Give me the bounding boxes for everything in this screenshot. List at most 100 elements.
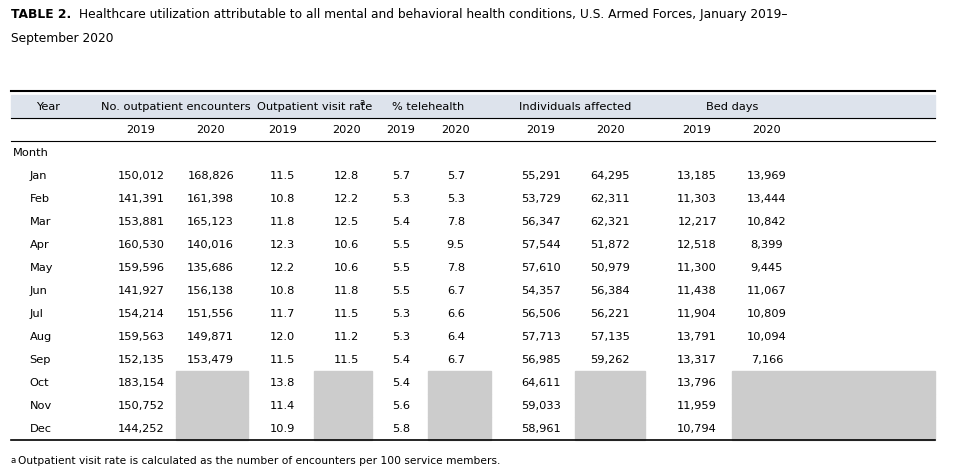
Text: 64,611: 64,611 — [521, 378, 560, 388]
Text: 2020: 2020 — [332, 124, 361, 135]
Text: 160,530: 160,530 — [117, 240, 164, 249]
Text: 57,544: 57,544 — [521, 240, 561, 249]
Text: 11,438: 11,438 — [677, 285, 717, 296]
Text: Outpatient visit rate: Outpatient visit rate — [256, 102, 372, 111]
Text: 11.5: 11.5 — [270, 355, 295, 365]
Text: 5.5: 5.5 — [392, 263, 410, 272]
Text: 13,969: 13,969 — [747, 171, 787, 181]
Text: a: a — [360, 98, 365, 107]
Text: 5.3: 5.3 — [392, 308, 410, 319]
Text: 56,506: 56,506 — [521, 308, 561, 319]
Text: 9,445: 9,445 — [750, 263, 783, 272]
Text: 5.5: 5.5 — [392, 285, 410, 296]
Text: Dec: Dec — [30, 424, 51, 434]
Text: 59,033: 59,033 — [520, 401, 561, 410]
Text: 2019: 2019 — [268, 124, 297, 135]
Text: 7.8: 7.8 — [447, 263, 465, 272]
Text: 10,809: 10,809 — [747, 308, 787, 319]
Text: Healthcare utilization attributable to all mental and behavioral health conditio: Healthcare utilization attributable to a… — [74, 8, 787, 21]
Text: TABLE 2.: TABLE 2. — [11, 8, 71, 21]
Text: 154,214: 154,214 — [118, 308, 164, 319]
Bar — [11, 95, 935, 118]
Text: 168,826: 168,826 — [188, 171, 234, 181]
Text: 56,347: 56,347 — [521, 217, 561, 227]
Bar — [575, 371, 645, 394]
Text: 152,135: 152,135 — [117, 355, 164, 365]
Text: 12.8: 12.8 — [334, 171, 359, 181]
Text: 13,317: 13,317 — [677, 355, 718, 365]
Text: 12.3: 12.3 — [270, 240, 295, 249]
Text: 12.2: 12.2 — [334, 194, 359, 204]
Text: 11,303: 11,303 — [677, 194, 718, 204]
Bar — [314, 394, 372, 417]
Text: 13,185: 13,185 — [677, 171, 718, 181]
Text: 10,094: 10,094 — [747, 332, 787, 342]
Text: 5.3: 5.3 — [392, 194, 410, 204]
Text: 11.2: 11.2 — [334, 332, 359, 342]
Text: Sep: Sep — [30, 355, 51, 365]
Text: 11.5: 11.5 — [334, 308, 359, 319]
Text: 53,729: 53,729 — [521, 194, 561, 204]
Text: 10,842: 10,842 — [747, 217, 787, 227]
Text: 12.5: 12.5 — [334, 217, 359, 227]
Text: 57,610: 57,610 — [521, 263, 561, 272]
Text: 7.8: 7.8 — [447, 217, 465, 227]
Text: Year: Year — [37, 102, 61, 111]
Text: 5.8: 5.8 — [392, 424, 410, 434]
Text: 6.7: 6.7 — [447, 355, 465, 365]
Text: 11.7: 11.7 — [270, 308, 295, 319]
Text: Month: Month — [13, 147, 48, 158]
Text: Jul: Jul — [30, 308, 44, 319]
Text: 6.6: 6.6 — [447, 308, 465, 319]
Text: 13.8: 13.8 — [270, 378, 295, 388]
Text: 10.6: 10.6 — [334, 240, 359, 249]
Text: a: a — [11, 456, 16, 465]
Bar — [428, 394, 490, 417]
Text: Mar: Mar — [30, 217, 51, 227]
Text: 62,321: 62,321 — [591, 217, 630, 227]
Text: 149,871: 149,871 — [188, 332, 234, 342]
Text: 10.8: 10.8 — [270, 285, 295, 296]
Text: 50,979: 50,979 — [591, 263, 630, 272]
Text: Individuals affected: Individuals affected — [519, 102, 631, 111]
Text: 12.2: 12.2 — [270, 263, 295, 272]
Text: Outpatient visit rate is calculated as the number of encounters per 100 service : Outpatient visit rate is calculated as t… — [18, 456, 501, 466]
Text: 10.9: 10.9 — [270, 424, 295, 434]
Bar — [428, 371, 490, 394]
Text: 156,138: 156,138 — [188, 285, 234, 296]
Text: 55,291: 55,291 — [521, 171, 561, 181]
Text: 51,872: 51,872 — [591, 240, 630, 249]
Text: 12.0: 12.0 — [270, 332, 295, 342]
Text: 150,012: 150,012 — [117, 171, 164, 181]
Text: 11,067: 11,067 — [747, 285, 787, 296]
Text: 59,262: 59,262 — [591, 355, 630, 365]
Text: 56,985: 56,985 — [521, 355, 561, 365]
Bar — [428, 417, 490, 440]
Text: 2019: 2019 — [127, 124, 156, 135]
Text: September 2020: September 2020 — [11, 32, 113, 45]
Text: 56,384: 56,384 — [591, 285, 630, 296]
Text: 141,391: 141,391 — [117, 194, 164, 204]
Text: 54,357: 54,357 — [521, 285, 561, 296]
Text: 2019: 2019 — [683, 124, 712, 135]
Text: 56,221: 56,221 — [591, 308, 630, 319]
Text: 161,398: 161,398 — [188, 194, 234, 204]
Text: 10.8: 10.8 — [270, 194, 295, 204]
Text: 5.7: 5.7 — [392, 171, 410, 181]
Bar — [732, 371, 935, 394]
Text: 11.8: 11.8 — [270, 217, 295, 227]
Text: 6.7: 6.7 — [447, 285, 465, 296]
Text: 57,135: 57,135 — [591, 332, 630, 342]
Text: 5.4: 5.4 — [392, 217, 410, 227]
Text: 10.6: 10.6 — [334, 263, 359, 272]
Text: 153,479: 153,479 — [188, 355, 234, 365]
Text: May: May — [30, 263, 53, 272]
Text: 150,752: 150,752 — [117, 401, 164, 410]
Text: 11,300: 11,300 — [677, 263, 718, 272]
Text: 151,556: 151,556 — [188, 308, 234, 319]
Text: Aug: Aug — [30, 332, 52, 342]
Text: 5.4: 5.4 — [392, 355, 410, 365]
Bar — [176, 371, 249, 394]
Text: 159,596: 159,596 — [117, 263, 164, 272]
Text: 12,217: 12,217 — [677, 217, 717, 227]
